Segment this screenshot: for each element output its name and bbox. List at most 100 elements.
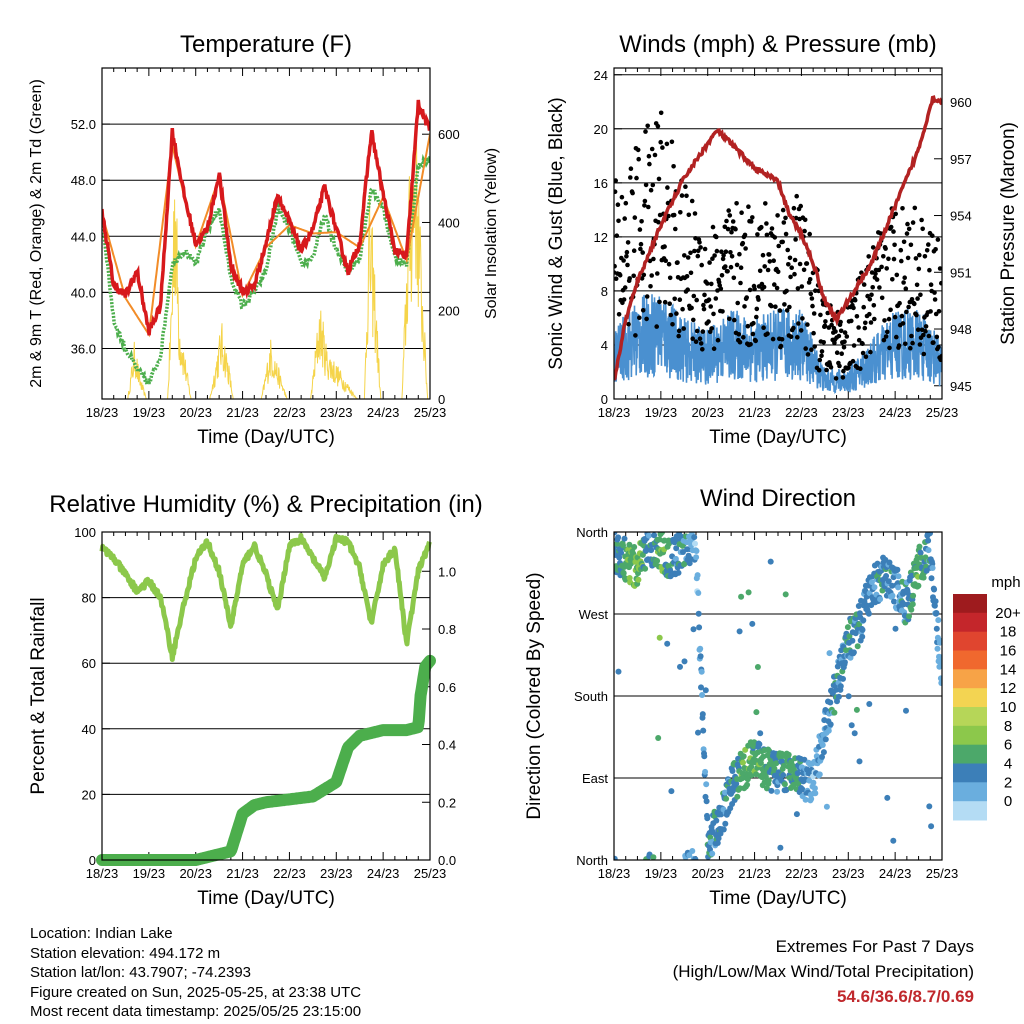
gust-point	[615, 202, 621, 207]
temperature-plot-area	[102, 99, 430, 399]
direction-point	[793, 811, 800, 818]
gust-point	[666, 261, 672, 267]
gust-point	[905, 255, 911, 261]
plot-frame	[101, 67, 431, 400]
direction-point	[910, 592, 917, 599]
gust-point	[720, 256, 726, 262]
direction-point	[871, 584, 878, 591]
gust-point	[762, 264, 767, 269]
direction-point	[723, 795, 730, 802]
y-tick-label: 80	[82, 591, 96, 606]
gust-point	[694, 297, 699, 303]
gust-point	[910, 220, 916, 225]
direction-point	[920, 574, 927, 581]
gust-point	[658, 139, 663, 145]
x-tick-label: 20/23	[179, 405, 212, 420]
panel-2-xlabel: Time (Day/UTC)	[709, 427, 847, 448]
direction-point	[811, 785, 818, 792]
colorbar-swatch	[953, 631, 987, 651]
gust-point	[903, 286, 909, 292]
direction-point	[937, 637, 942, 644]
gust-point	[751, 320, 756, 326]
gust-point	[648, 284, 653, 289]
direction-point	[722, 820, 729, 827]
direction-point	[856, 610, 863, 617]
direction-point	[704, 815, 711, 822]
y-right-tick-label: 0.8	[438, 622, 456, 637]
gust-point	[841, 345, 847, 350]
gust-point	[686, 212, 692, 218]
gust-point	[813, 288, 818, 294]
direction-point	[673, 545, 680, 552]
gust-point	[819, 349, 825, 354]
panel-3-xlabel: Time (Day/UTC)	[197, 888, 335, 909]
y-right-tick-label: 0.6	[438, 680, 456, 695]
direction-point	[903, 707, 909, 714]
gust-point	[696, 248, 701, 254]
gust-point	[854, 314, 860, 319]
gust-point	[614, 276, 619, 281]
gust-point	[891, 256, 897, 262]
gust-point	[868, 349, 873, 355]
gust-point	[852, 297, 858, 303]
gust-point	[734, 262, 740, 268]
direction-point	[783, 786, 790, 793]
gust-point	[819, 353, 824, 359]
gust-point	[812, 344, 817, 349]
direction-point	[722, 789, 728, 796]
direction-point	[928, 575, 935, 582]
gust-point	[624, 249, 630, 255]
x-tick-label: 25/23	[414, 866, 447, 881]
direction-point	[928, 823, 935, 830]
gust-point	[713, 296, 719, 301]
direction-point	[877, 596, 884, 603]
direction-point	[615, 534, 622, 541]
colorbar-swatch	[953, 725, 987, 746]
gust-point	[926, 242, 931, 247]
x-tick-label: 21/23	[226, 866, 259, 881]
gust-point	[655, 123, 661, 129]
gust-point	[621, 258, 626, 263]
direction-point	[861, 598, 868, 605]
gust-point	[787, 304, 792, 310]
gust-point	[754, 306, 760, 312]
gust-point	[741, 335, 746, 340]
gust-point	[837, 363, 842, 369]
gust-point	[888, 224, 894, 230]
gust-point	[780, 239, 785, 245]
gust-point	[772, 235, 778, 240]
gust-point	[722, 224, 728, 230]
gust-point	[720, 309, 725, 314]
gust-point	[914, 312, 919, 318]
gust-point	[752, 286, 757, 292]
gust-point	[906, 304, 911, 310]
gust-point	[849, 318, 854, 324]
gust-point	[621, 297, 627, 302]
gust-point	[892, 242, 897, 248]
gust-point	[627, 276, 632, 281]
gust-point	[773, 304, 778, 310]
x-tick-label: 19/23	[133, 405, 166, 420]
direction-point	[654, 557, 661, 564]
gust-point	[628, 166, 634, 171]
direction-point	[626, 575, 633, 581]
direction-point	[768, 787, 775, 794]
gust-point	[775, 269, 781, 275]
gust-point	[643, 182, 649, 188]
direction-point	[933, 625, 940, 632]
colorbar-swatch	[953, 707, 987, 727]
x-tick-label: 22/23	[273, 405, 306, 420]
direction-point	[925, 537, 932, 544]
gust-point	[897, 300, 902, 306]
gust-point	[644, 316, 649, 322]
y-tick-label: 36.0	[71, 342, 96, 357]
x-tick-label: 22/23	[785, 866, 818, 881]
direction-point	[892, 625, 899, 632]
direction-point	[895, 573, 902, 580]
gust-point	[617, 273, 623, 278]
gust-point	[874, 277, 880, 282]
direction-point	[614, 855, 618, 860]
gust-point	[781, 220, 787, 225]
gust-point	[747, 287, 753, 293]
